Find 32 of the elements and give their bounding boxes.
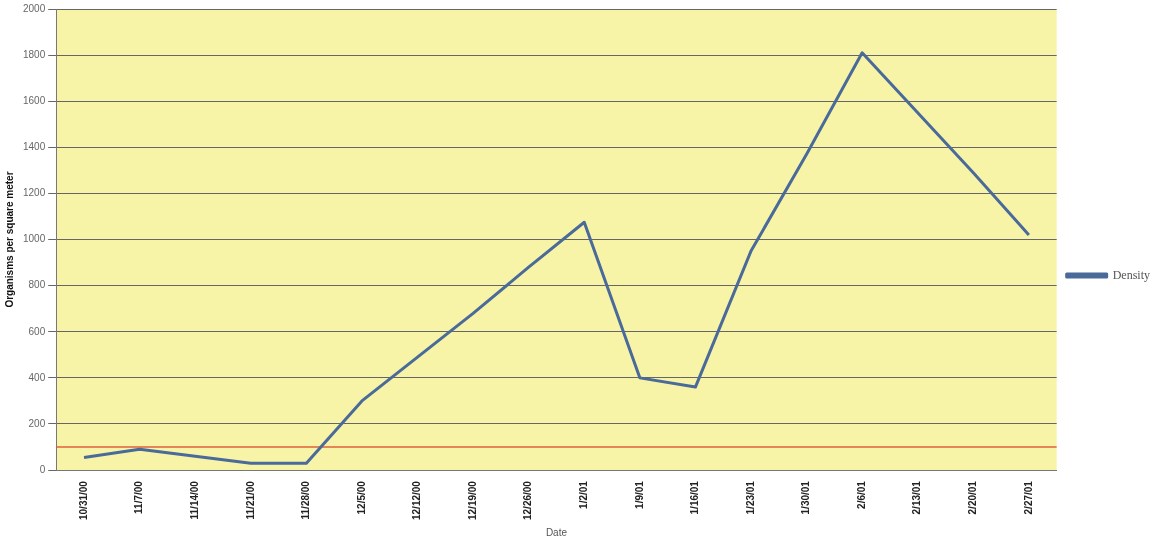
legend-label: Density [1112, 267, 1151, 282]
x-tick-label: 1/16/01 [689, 480, 701, 515]
x-tick-label: 1/23/01 [744, 480, 756, 515]
x-axis-title: Date [545, 526, 568, 538]
y-tick-label: 400 [28, 371, 46, 383]
x-tick-label: 12/19/00 [466, 480, 478, 521]
x-tick-label: 2/20/01 [967, 480, 979, 515]
y-tick-label: 1600 [23, 94, 46, 106]
y-tick-label: 800 [28, 279, 46, 291]
x-tick-label: 11/7/00 [133, 480, 145, 514]
x-tick-label: 1/9/01 [633, 480, 645, 509]
y-tick-label: 1000 [23, 233, 46, 245]
x-tick-label: 2/6/01 [855, 480, 867, 509]
y-axis-title: Organisms per square meter [3, 171, 15, 308]
y-tick-label: 1400 [23, 141, 46, 153]
x-tick-label: 2/13/01 [911, 480, 923, 515]
y-tick-label: 1200 [23, 187, 46, 199]
x-tick-label: 11/21/00 [244, 480, 256, 520]
x-tick-label: 12/5/00 [355, 480, 367, 515]
x-tick-label: 11/14/00 [188, 480, 200, 520]
y-tick-label: 600 [28, 325, 46, 337]
x-tick-label: 2/27/01 [1022, 480, 1034, 515]
y-tick-label: 2000 [23, 2, 46, 14]
y-tick-label: 200 [28, 417, 46, 429]
x-tick-label: 12/26/00 [522, 480, 534, 521]
x-tick-label: 11/28/00 [300, 480, 312, 520]
x-tick-label: 1/30/01 [800, 480, 812, 515]
y-tick-label: 0 [39, 463, 46, 475]
y-tick-label: 1800 [23, 48, 46, 60]
x-tick-label: 1/2/01 [578, 480, 589, 509]
x-tick-label: 12/12/00 [411, 480, 423, 521]
x-tick-label: 10/31/00 [77, 480, 89, 521]
